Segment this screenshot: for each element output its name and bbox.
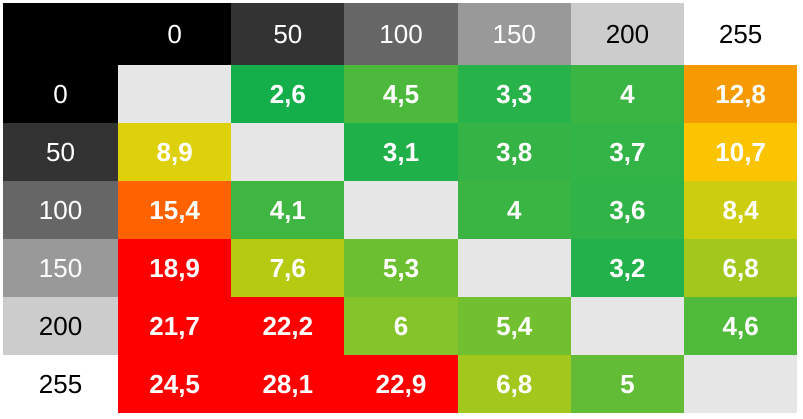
row-header: 100 xyxy=(3,181,118,239)
value-cell: 3,3 xyxy=(457,65,571,123)
value-cell: 3,7 xyxy=(570,123,684,181)
column-header: 255 xyxy=(684,3,798,65)
value-cell: 18,9 xyxy=(118,239,232,297)
value-cell: 6,8 xyxy=(457,355,571,413)
empty-cell xyxy=(118,65,232,123)
value-cell: 5,4 xyxy=(457,297,571,355)
value-cell: 4,1 xyxy=(231,181,345,239)
row-header: 255 xyxy=(3,355,118,413)
value-cell: 4,5 xyxy=(344,65,458,123)
row-header: 200 xyxy=(3,297,118,355)
value-cell: 3,6 xyxy=(570,181,684,239)
value-cell: 4,6 xyxy=(684,297,798,355)
value-cell: 3,8 xyxy=(457,123,571,181)
value-cell: 12,8 xyxy=(684,65,798,123)
value-cell: 6,8 xyxy=(684,239,798,297)
value-cell: 8,4 xyxy=(684,181,798,239)
value-cell: 2,6 xyxy=(231,65,345,123)
column-header: 50 xyxy=(231,3,345,65)
value-cell: 5 xyxy=(570,355,684,413)
value-cell: 28,1 xyxy=(231,355,345,413)
value-cell: 21,7 xyxy=(118,297,232,355)
value-cell: 5,3 xyxy=(344,239,458,297)
row-header: 150 xyxy=(3,239,118,297)
value-cell: 4 xyxy=(570,65,684,123)
column-header: 0 xyxy=(118,3,232,65)
column-header: 200 xyxy=(570,3,684,65)
value-cell: 8,9 xyxy=(118,123,232,181)
value-cell: 22,9 xyxy=(344,355,458,413)
empty-cell xyxy=(231,123,345,181)
row-header: 0 xyxy=(3,65,118,123)
empty-cell xyxy=(344,181,458,239)
value-cell: 22,2 xyxy=(231,297,345,355)
value-cell: 3,1 xyxy=(344,123,458,181)
value-cell: 24,5 xyxy=(118,355,232,413)
empty-cell xyxy=(684,355,798,413)
value-cell: 10,7 xyxy=(684,123,798,181)
empty-cell xyxy=(570,297,684,355)
value-cell: 3,2 xyxy=(570,239,684,297)
corner-cell xyxy=(3,3,118,65)
column-header: 100 xyxy=(344,3,458,65)
value-cell: 4 xyxy=(457,181,571,239)
value-cell: 6 xyxy=(344,297,458,355)
empty-cell xyxy=(457,239,571,297)
value-cell: 15,4 xyxy=(118,181,232,239)
value-cell: 7,6 xyxy=(231,239,345,297)
column-header: 150 xyxy=(457,3,571,65)
row-header: 50 xyxy=(3,123,118,181)
